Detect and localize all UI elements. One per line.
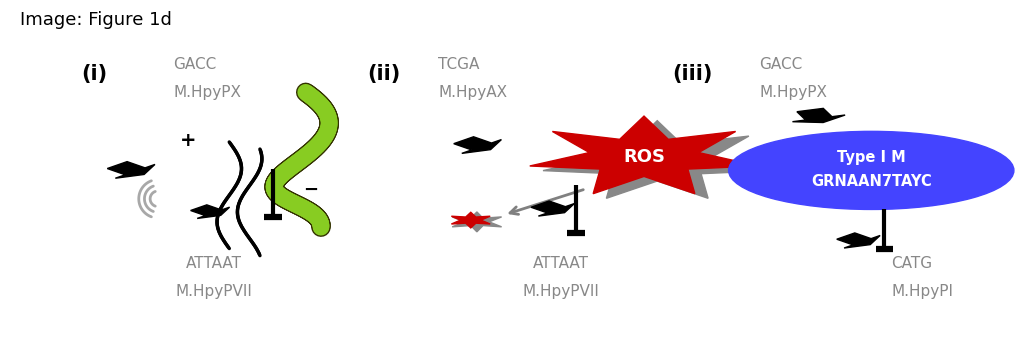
Polygon shape: [191, 205, 229, 218]
Text: GACC: GACC: [173, 57, 216, 72]
Text: GACC: GACC: [759, 57, 802, 72]
Polygon shape: [530, 116, 758, 194]
Text: −: −: [304, 181, 318, 199]
Text: CATG: CATG: [892, 256, 932, 271]
Text: M.HpyPVII: M.HpyPVII: [522, 284, 599, 299]
Text: TCGA: TCGA: [438, 57, 480, 72]
Text: M.HpyAX: M.HpyAX: [438, 85, 507, 100]
Polygon shape: [452, 212, 501, 232]
Text: +: +: [180, 131, 197, 150]
Polygon shape: [453, 137, 501, 153]
Text: ROS: ROS: [623, 148, 665, 166]
Text: (ii): (ii): [367, 64, 400, 84]
Text: M.HpyPI: M.HpyPI: [892, 284, 954, 299]
Text: (i): (i): [82, 64, 108, 84]
Text: ATTAAT: ATTAAT: [533, 256, 588, 271]
Text: Type I M: Type I M: [837, 151, 906, 165]
Polygon shape: [793, 108, 845, 122]
Text: (iii): (iii): [673, 64, 713, 84]
Polygon shape: [107, 162, 155, 178]
Polygon shape: [451, 212, 490, 228]
Ellipse shape: [729, 131, 1014, 209]
Text: M.HpyPVII: M.HpyPVII: [175, 284, 253, 299]
Text: GRNAAN7TAYC: GRNAAN7TAYC: [811, 174, 931, 189]
Text: ATTAAT: ATTAAT: [186, 256, 242, 271]
Text: M.HpyPX: M.HpyPX: [759, 85, 827, 100]
Text: M.HpyPX: M.HpyPX: [173, 85, 242, 100]
Text: Image: Figure 1d: Image: Figure 1d: [20, 11, 172, 29]
Polygon shape: [543, 121, 771, 198]
Polygon shape: [837, 233, 880, 248]
Polygon shape: [531, 201, 575, 216]
